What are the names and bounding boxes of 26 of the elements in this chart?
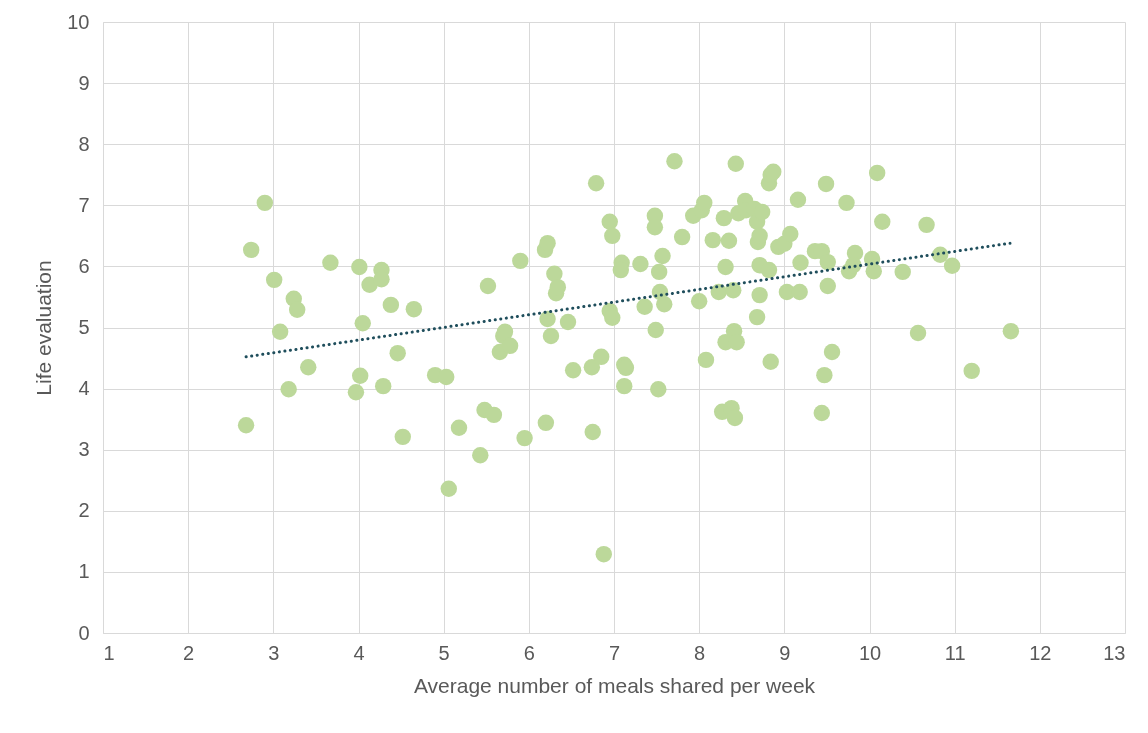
x-tick-label: 3: [268, 641, 280, 664]
y-tick-label: 3: [78, 438, 90, 461]
x-tick-label: 12: [1029, 641, 1052, 664]
y-tick-label: 8: [78, 132, 90, 155]
x-tick-label: 5: [438, 641, 450, 664]
y-tick-label: 0: [78, 621, 90, 644]
x-tick-label: 11: [944, 641, 966, 664]
y-tick-label: 7: [78, 193, 90, 216]
y-axis-title: Life evaluation: [32, 260, 56, 396]
x-tick-label: 2: [183, 641, 195, 664]
x-tick-label: 1: [103, 641, 115, 664]
y-tick-label: 6: [78, 254, 90, 277]
y-tick-label: 9: [78, 71, 90, 94]
x-tick-label: 7: [608, 641, 621, 664]
y-tick-label: 5: [78, 316, 90, 338]
y-tick-label: 10: [67, 10, 90, 33]
y-tick-label: 4: [78, 377, 90, 400]
x-tick-label: 9: [779, 641, 791, 664]
x-tick-label: 4: [353, 641, 365, 664]
x-tick-label: 13: [1103, 641, 1126, 664]
y-tick-label: 2: [78, 499, 90, 522]
y-tick-label: 1: [78, 560, 90, 583]
x-tick-label: 6: [523, 641, 535, 664]
x-tick-label: 8: [694, 641, 706, 664]
x-axis-title: Average number of meals shared per week: [413, 673, 816, 697]
x-tick-label: 10: [858, 641, 882, 664]
